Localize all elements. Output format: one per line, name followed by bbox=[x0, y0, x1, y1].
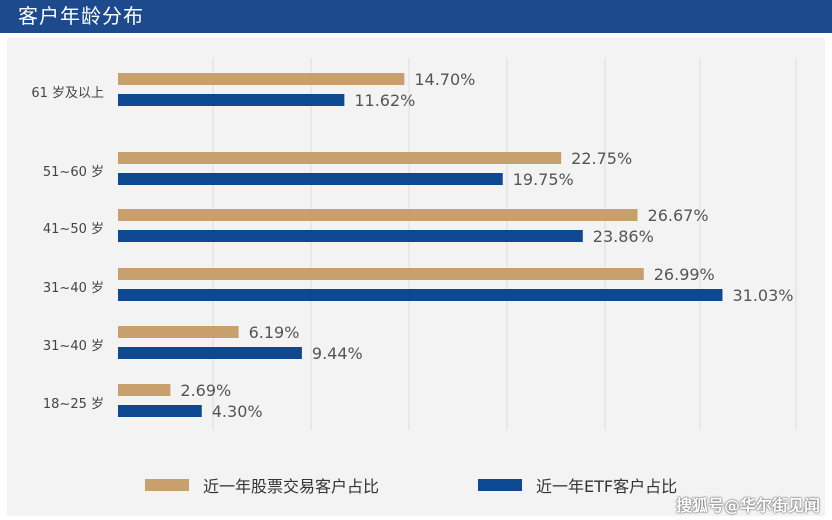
header-bar: 客户年龄分布 bbox=[0, 0, 832, 33]
data-label-etf: 11.62% bbox=[354, 91, 415, 110]
data-label-etf: 19.75% bbox=[513, 170, 574, 189]
legend-item-etf: 近一年ETF客户占比 bbox=[478, 470, 677, 500]
category-label: 18~25 岁 bbox=[43, 397, 104, 412]
watermark: 搜狐号@华尔街见闻 bbox=[675, 496, 820, 515]
value-labels: 14.70% 11.62% 22.75% 19.75% 26.67% 23.86%26.9… bbox=[180, 70, 793, 421]
bar-stock bbox=[118, 73, 405, 85]
bar-stock bbox=[118, 384, 171, 396]
legend-item-stock: 近一年股票交易客户占比 bbox=[145, 470, 379, 500]
data-label-stock: 22.75% bbox=[571, 149, 632, 168]
data-label-stock: 6.19% bbox=[249, 323, 300, 342]
bar-etf bbox=[118, 289, 723, 301]
data-label-etf: 4.30% bbox=[212, 402, 263, 421]
category-label: 41~50 岁 bbox=[43, 222, 104, 237]
data-label-etf: 23.86% bbox=[593, 227, 654, 246]
data-label-etf: 9.44% bbox=[312, 344, 363, 363]
data-label-stock: 2.69% bbox=[180, 381, 231, 400]
gridlines bbox=[212, 58, 797, 430]
bar-etf bbox=[118, 347, 302, 359]
legend-swatch-etf bbox=[478, 479, 522, 491]
legend-label-etf: 近一年ETF客户占比 bbox=[536, 477, 678, 496]
bars bbox=[118, 73, 723, 417]
page-title: 客户年龄分布 bbox=[18, 4, 144, 28]
bar-etf bbox=[118, 230, 583, 242]
bar-etf bbox=[118, 94, 345, 106]
legend-label-stock: 近一年股票交易客户占比 bbox=[203, 477, 380, 496]
category-label: 61 岁及以上 bbox=[31, 86, 104, 101]
category-label: 31~40 岁 bbox=[43, 281, 104, 296]
bar-etf bbox=[118, 405, 202, 417]
category-label: 31~40 岁 bbox=[43, 339, 104, 354]
data-label-stock: 26.99% bbox=[654, 265, 715, 284]
category-label: 51~60 岁 bbox=[43, 165, 104, 180]
bar-etf bbox=[118, 173, 503, 185]
data-label-stock: 26.67% bbox=[648, 206, 709, 225]
data-label-etf: 31.03% bbox=[732, 286, 793, 305]
bar-stock bbox=[118, 326, 239, 338]
data-label-stock: 14.70% bbox=[414, 70, 475, 89]
category-labels: 61 岁及以上 51~60 岁 41~50 岁 31~40 岁 31~40 岁 18~25… bbox=[31, 86, 104, 412]
bar-stock bbox=[118, 209, 638, 221]
legend-swatch-stock bbox=[145, 479, 189, 491]
bar-stock bbox=[118, 268, 644, 280]
bar-stock bbox=[118, 152, 562, 164]
